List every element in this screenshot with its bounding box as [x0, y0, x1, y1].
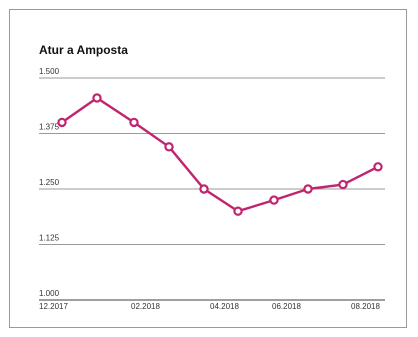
- data-point: [129, 117, 139, 128]
- data-point: [303, 184, 313, 194]
- data-point: [199, 184, 209, 194]
- series-layer: [57, 93, 383, 216]
- chart-frame: Atur a Amposta 1.000 1.125 1.250 1.375 1.500…: [9, 9, 407, 328]
- data-point: [269, 195, 279, 205]
- chart-title: Atur a Amposta: [39, 43, 128, 57]
- x-tick-label: 08.2018: [351, 302, 380, 311]
- series-line: [61, 96, 379, 213]
- y-tick-label: 1.375: [39, 123, 60, 132]
- x-axis-ticks: 12.2017 02.2018 04.2018 06.2018 08.2018: [39, 302, 380, 311]
- x-tick-label: 02.2018: [131, 302, 160, 311]
- y-tick-label: 1.000: [39, 289, 60, 298]
- y-tick-label: 1.250: [39, 178, 60, 187]
- data-point: [164, 142, 174, 152]
- data-point: [57, 117, 67, 128]
- x-tick-label: 06.2018: [272, 302, 301, 311]
- line-chart: Atur a Amposta 1.000 1.125 1.250 1.375 1.500…: [39, 43, 385, 311]
- data-point: [338, 179, 348, 190]
- data-point: [233, 206, 243, 216]
- x-tick-label: 04.2018: [210, 302, 239, 311]
- grid-lines: [39, 77, 385, 301]
- data-point: [373, 162, 383, 172]
- y-tick-label: 1.125: [39, 234, 60, 243]
- y-tick-label: 1.500: [39, 67, 60, 76]
- data-point: [92, 93, 102, 103]
- y-axis-ticks: 1.000 1.125 1.250 1.375 1.500: [39, 67, 60, 298]
- x-tick-label: 12.2017: [39, 302, 68, 311]
